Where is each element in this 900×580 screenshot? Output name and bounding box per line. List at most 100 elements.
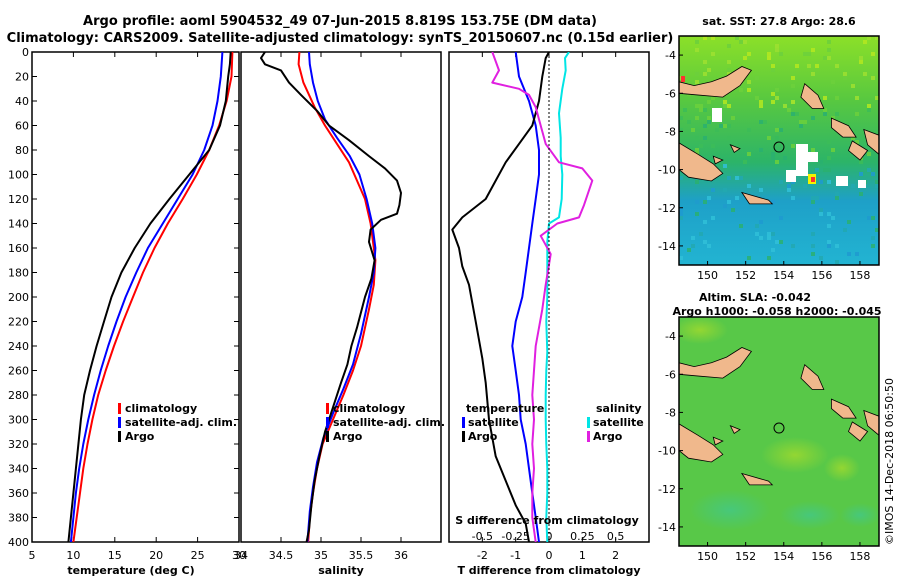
sst-pixel: [775, 160, 779, 164]
island: [800, 82, 825, 109]
x-tick-label: 30: [232, 549, 246, 562]
sst-pixel: [703, 124, 707, 128]
sla-map-subtitle: Argo h1000: -0.058 h2000: -0.045: [672, 305, 881, 318]
sst-pixel: [859, 192, 863, 196]
legend-s-argo: Argo: [593, 430, 623, 443]
map-lon-label: 156: [811, 550, 832, 563]
sst-pixel: [771, 68, 775, 72]
salinity-axis-ticks: 34 34.5 35 35.5 36: [234, 52, 408, 562]
sla-map-ticks: 150 152 154 156 158 -4 -6 -8 -10 -12 -14: [658, 330, 870, 563]
sst-pixel: [703, 60, 707, 64]
sst-pixel: [811, 196, 815, 200]
sst-pixel: [831, 116, 835, 120]
legend-swatch-s-satellite: [587, 417, 590, 428]
depth-tick-label: 340: [8, 463, 29, 476]
sst-map-title: sat. SST: 27.8 Argo: 28.6: [702, 15, 856, 28]
sst-pixel-noise: [679, 36, 879, 264]
sst-pixel: [859, 172, 863, 176]
sst-pixel: [863, 72, 867, 76]
sla-anomaly: [824, 454, 860, 482]
sst-pixel: [707, 120, 711, 124]
sst-pixel: [823, 168, 827, 172]
depth-tick-label: 60: [15, 120, 29, 133]
sst-pixel: [747, 128, 751, 132]
sst-pixel: [823, 96, 827, 100]
sst-pixel: [867, 104, 871, 108]
legend-satellite-adj: satellite-adj. clim.: [333, 416, 445, 429]
x-tick-label: 35: [314, 549, 328, 562]
depth-tick-label: 220: [8, 316, 29, 329]
cloud-mask: [858, 180, 866, 188]
sst-pixel: [759, 188, 763, 192]
sst-pixel: [791, 84, 795, 88]
sst-pixel: [775, 88, 779, 92]
sst-pixel: [679, 212, 683, 216]
cloud-mask: [786, 170, 796, 182]
sst-pixel: [815, 168, 819, 172]
sst-pixel: [691, 128, 695, 132]
sst-pixel: [847, 220, 851, 224]
legend-swatch-satellite-adj: [118, 417, 121, 428]
sla-anomaly: [679, 317, 728, 344]
sst-pixel: [707, 100, 711, 104]
sst-pixel: [707, 244, 711, 248]
s-tick-label: 0.25: [570, 530, 595, 543]
profile-line-temperature-argo: [451, 52, 550, 542]
sst-pixel: [727, 124, 731, 128]
x-tick-label: 1: [579, 549, 586, 562]
sst-pixel: [739, 40, 743, 44]
x-tick-label: 15: [108, 549, 122, 562]
sst-pixel: [679, 216, 683, 220]
sst-pixel: [771, 100, 775, 104]
sst-pixel: [831, 80, 835, 84]
sst-pixel: [727, 60, 731, 64]
sst-pixel: [723, 104, 727, 108]
depth-tick-label: 380: [8, 512, 29, 525]
sst-pixel: [835, 244, 839, 248]
sst-pixel: [875, 228, 879, 232]
sst-pixel: [747, 152, 751, 156]
island: [848, 421, 869, 442]
sst-pixel: [759, 148, 763, 152]
sst-pixel: [703, 220, 707, 224]
sla-map-panel: Altim. SLA: -0.042 Argo h1000: -0.058 h2…: [658, 291, 882, 563]
sst-pixel: [783, 104, 787, 108]
sst-pixel: [731, 116, 735, 120]
island: [848, 140, 869, 161]
depth-tick-label: 20: [15, 71, 29, 84]
sst-map-panel: sat. SST: 27.8 Argo: 28.6 150 152 154 156 15…: [658, 15, 880, 282]
sst-pixel: [711, 96, 715, 100]
sst-pixel: [855, 252, 859, 256]
profile-line-temperature-satellite: [511, 52, 540, 542]
sst-pixel: [779, 216, 783, 220]
legend-swatch-satellite-adj: [326, 417, 329, 428]
depth-tick-label: 180: [8, 267, 29, 280]
map-lon-label: 150: [697, 550, 718, 563]
sst-pixel: [739, 176, 743, 180]
sst-pixel: [779, 128, 783, 132]
cloud-mask: [836, 176, 848, 186]
sst-pixel: [811, 200, 815, 204]
depth-tick-label: 360: [8, 487, 29, 500]
sst-pixel: [819, 180, 823, 184]
sst-pixel: [695, 104, 699, 108]
sst-pixel: [747, 184, 751, 188]
legend-climatology: climatology: [333, 402, 405, 415]
warm-patch: [681, 76, 685, 82]
sla-anomaly: [761, 437, 829, 473]
sst-pixel: [827, 244, 831, 248]
sst-pixel: [831, 148, 835, 152]
sst-pixel: [811, 116, 815, 120]
island: [863, 409, 879, 436]
sst-pixel: [771, 248, 775, 252]
map-lon-label: 156: [811, 269, 832, 282]
sst-pixel: [743, 160, 747, 164]
sst-pixel: [827, 224, 831, 228]
difference-profiles: [451, 52, 594, 542]
sst-pixel: [867, 108, 871, 112]
sst-pixel: [771, 92, 775, 96]
sst-pixel: [723, 204, 727, 208]
sst-pixel: [679, 116, 683, 120]
sst-pixel: [711, 52, 715, 56]
land-mass: [679, 66, 879, 205]
